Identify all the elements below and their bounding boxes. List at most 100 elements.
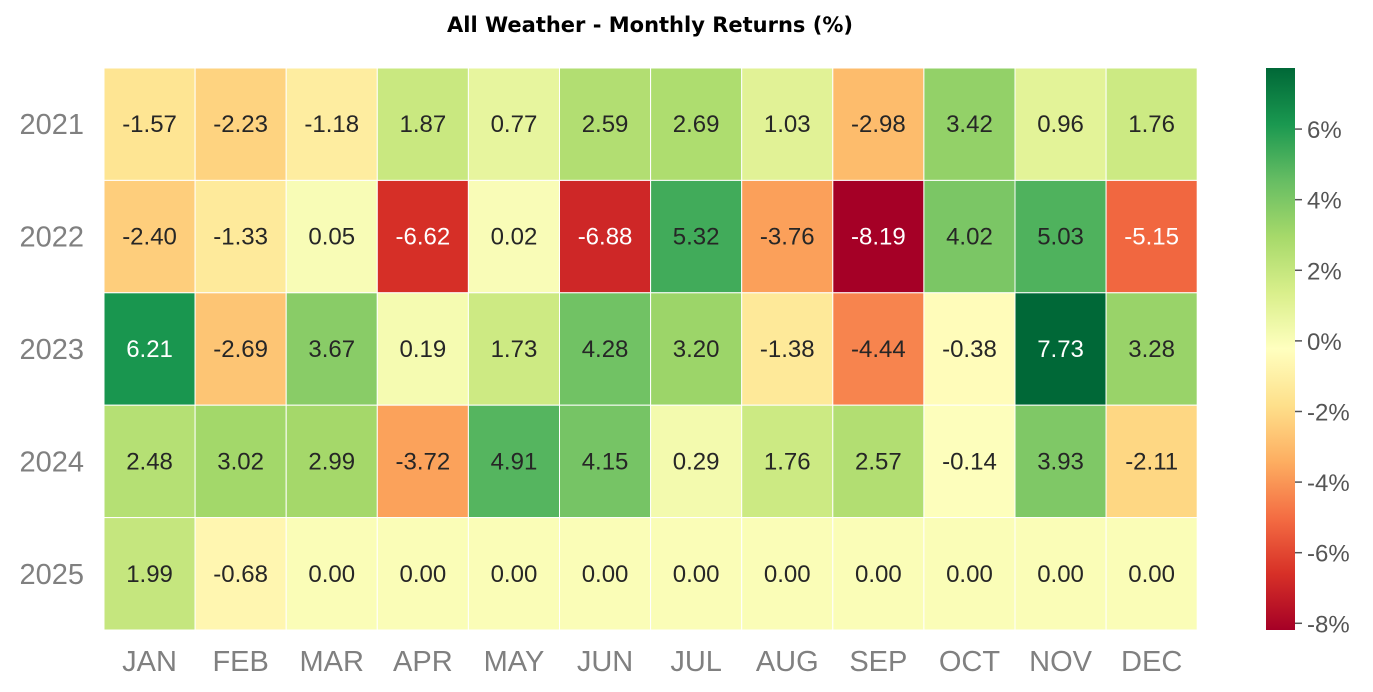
cell-value-label: 1.73 [491, 336, 538, 363]
year-tick-label: 2021 [19, 109, 84, 141]
heatmap-cell [285, 67, 378, 181]
cell-value-label: 2.57 [855, 448, 902, 475]
month-tick-label: MAR [300, 646, 364, 678]
cell-value-label: -1.18 [304, 111, 359, 138]
cell-value-label: 0.00 [673, 561, 720, 588]
cell-value-label: 0.00 [855, 561, 902, 588]
colorbar-tick-label: -8% [1307, 611, 1350, 638]
cell-value-label: -6.88 [578, 224, 633, 251]
heatmap-cell [376, 179, 469, 294]
cell-value-label: 2.69 [673, 111, 720, 138]
cell-value-label: -1.57 [122, 111, 177, 138]
cell-value-label: 6.21 [126, 336, 173, 363]
heatmap-cell [103, 404, 196, 519]
heatmap-cell [194, 404, 287, 519]
heatmap-cell [376, 404, 469, 519]
heatmap-cell [285, 404, 378, 519]
heatmap-cell [467, 517, 560, 631]
cell-value-label: 0.02 [491, 224, 538, 251]
heatmap-cells: -1.57 -2.23 -1.18 1.87 0.77 2.59 2.69 1.03 -2.98… [103, 67, 1198, 631]
cell-value-label: -1.38 [760, 336, 815, 363]
heatmap-cell [194, 179, 287, 294]
heatmap-cell [923, 179, 1016, 294]
chart-title: All Weather - Monthly Returns (%) [447, 13, 853, 37]
colorbar-tick-label: 0% [1307, 329, 1342, 356]
heatmap-cell [1105, 292, 1198, 406]
heatmap-cell [376, 67, 469, 181]
heatmap-cell [741, 517, 834, 631]
heatmap-cell [650, 517, 743, 631]
cell-value-label: -0.14 [942, 448, 997, 475]
heatmap-cell [376, 292, 469, 406]
heatmap-cell [467, 179, 560, 294]
heatmap-cell [103, 517, 196, 631]
cell-value-label: 0.00 [308, 561, 355, 588]
year-labels: 2021 2022 2023 2024 2025 [19, 109, 84, 591]
cell-value-label: 1.03 [764, 111, 811, 138]
cell-value-label: 4.02 [946, 224, 993, 251]
cell-value-label: 4.15 [582, 448, 629, 475]
year-tick-label: 2024 [19, 446, 84, 478]
heatmap-cell [285, 517, 378, 631]
month-tick-label: APR [393, 646, 453, 678]
cell-value-label: 4.91 [491, 448, 538, 475]
month-tick-label: FEB [212, 646, 268, 678]
cell-value-label: 0.00 [946, 561, 993, 588]
heatmap-cell [559, 67, 652, 181]
heatmap-cell [1014, 517, 1107, 631]
cell-value-label: 5.03 [1037, 224, 1084, 251]
heatmap-cell [741, 179, 834, 294]
cell-value-label: 2.59 [582, 111, 629, 138]
colorbar-tick-label: -6% [1307, 541, 1350, 568]
heatmap-cell [467, 292, 560, 406]
cell-value-label: 7.73 [1037, 336, 1084, 363]
year-tick-label: 2023 [19, 334, 84, 366]
year-tick-label: 2025 [19, 559, 84, 591]
cell-value-label: -2.40 [122, 224, 177, 251]
cell-value-label: 3.20 [673, 336, 720, 363]
cell-value-label: 3.93 [1037, 448, 1084, 475]
cell-value-label: -2.23 [213, 111, 268, 138]
cell-value-label: 0.00 [764, 561, 811, 588]
heatmap-cell [1105, 67, 1198, 181]
cell-value-label: -2.69 [213, 336, 268, 363]
cell-value-label: -5.15 [1124, 224, 1179, 251]
cell-value-label: -3.72 [395, 448, 450, 475]
heatmap-cell [1014, 292, 1107, 406]
cell-value-label: -2.98 [851, 111, 906, 138]
heatmap-cell [741, 67, 834, 181]
cell-value-label: 0.77 [491, 111, 538, 138]
heatmap-cell [923, 67, 1016, 181]
colorbar-tick-label: 4% [1307, 188, 1342, 215]
heatmap-cell [650, 292, 743, 406]
heatmap-cell [194, 67, 287, 181]
heatmap-cell [832, 179, 925, 294]
colorbar-tick-label: 2% [1307, 258, 1342, 285]
cell-value-label: 1.76 [1128, 111, 1175, 138]
colorbar-tick-label: -2% [1307, 399, 1350, 426]
colorbar-gradient [1266, 68, 1295, 630]
heatmap-cell [559, 179, 652, 294]
colorbar: 6% 4% 2% 0% -2% -4% -6% -8% [1266, 68, 1350, 638]
heatmap-cell [285, 179, 378, 294]
cell-value-label: -1.33 [213, 224, 268, 251]
cell-value-label: 5.32 [673, 224, 720, 251]
heatmap-cell [1105, 517, 1198, 631]
year-tick-label: 2022 [19, 222, 84, 254]
heatmap-cell [285, 292, 378, 406]
cell-value-label: 0.00 [399, 561, 446, 588]
cell-value-label: 3.28 [1128, 336, 1175, 363]
cell-value-label: 1.99 [126, 561, 173, 588]
heatmap-cell [103, 292, 196, 406]
cell-value-label: 0.29 [673, 448, 720, 475]
month-tick-label: DEC [1121, 646, 1182, 678]
heatmap-cell [923, 404, 1016, 519]
cell-value-label: 0.96 [1037, 111, 1084, 138]
cell-value-label: 1.76 [764, 448, 811, 475]
cell-value-label: -8.19 [851, 224, 906, 251]
heatmap-cell [559, 517, 652, 631]
cell-value-label: -0.38 [942, 336, 997, 363]
heatmap-cell [832, 404, 925, 519]
cell-value-label: 3.42 [946, 111, 993, 138]
